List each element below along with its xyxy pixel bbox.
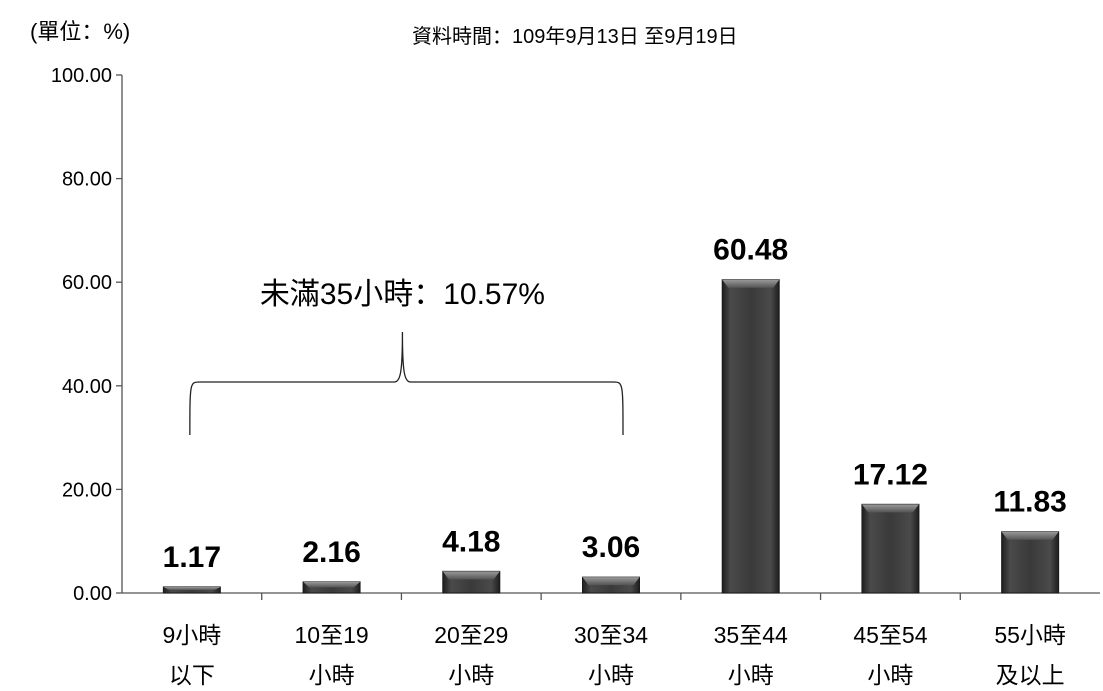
data-label: 3.06 <box>582 531 640 564</box>
bracket <box>189 331 624 436</box>
x-tick-label-line: 20至29 <box>434 622 508 648</box>
y-tick-label: 80.00 <box>62 169 112 191</box>
data-label: 2.16 <box>302 536 360 569</box>
y-tick-label: 40.00 <box>62 376 112 398</box>
y-tick-label: 100.00 <box>51 65 112 87</box>
x-tick-label-line: 小時 <box>728 662 774 688</box>
bar-body <box>721 279 780 594</box>
x-tick-label-line: 以下 <box>169 662 215 688</box>
x-tick-label-line: 小時 <box>588 662 634 688</box>
data-label: 11.83 <box>993 486 1066 519</box>
y-tick-label: 0.00 <box>73 583 112 605</box>
bar-highlight <box>303 581 361 588</box>
annotation-label: 未滿35小時：10.57% <box>260 278 545 311</box>
x-tick-label: 10至19 小時 <box>294 622 368 688</box>
unit-label: (單位：%) <box>30 19 131 44</box>
x-tick-label: 30至34 小時 <box>574 622 648 688</box>
bar <box>721 279 780 594</box>
x-tick-label: 45至54 小時 <box>853 622 927 688</box>
x-tick-label-line: 及以上 <box>996 662 1065 688</box>
x-tick-label-line: 30至34 <box>574 622 648 648</box>
bar-highlight <box>582 577 640 586</box>
bar-highlight <box>442 571 500 580</box>
bar <box>582 576 640 594</box>
bar-highlight <box>722 279 780 288</box>
x-tick-label-line: 小時 <box>448 662 494 688</box>
x-tick-label-line: 45至54 <box>853 622 927 648</box>
bar <box>162 586 221 594</box>
bar <box>861 503 920 594</box>
x-tick-label-line: 35至44 <box>714 622 788 648</box>
bar-highlight <box>1001 531 1059 540</box>
data-period-label: 資料時間：109年9月13日 至9月19日 <box>412 26 738 48</box>
y-tick-label: 60.00 <box>62 272 112 294</box>
data-label: 4.18 <box>442 525 500 558</box>
bar <box>302 581 361 594</box>
bar-body <box>861 503 920 594</box>
x-tick-label-line: 小時 <box>867 662 913 688</box>
x-tick-label-line: 10至19 <box>294 622 368 648</box>
bar-body <box>1001 531 1060 594</box>
data-label: 60.48 <box>713 234 788 267</box>
x-tick-label: 35至44 小時 <box>714 622 788 688</box>
x-tick-label-line: 55小時 <box>994 622 1066 648</box>
data-label: 17.12 <box>853 458 928 491</box>
data-label: 1.17 <box>163 541 221 574</box>
x-tick-label-line: 9小時 <box>162 622 221 648</box>
y-tick-label: 20.00 <box>62 479 112 501</box>
x-tick-label: 20至29 小時 <box>434 622 508 688</box>
bar-highlight <box>163 586 221 590</box>
bar <box>442 570 501 594</box>
bar-highlight <box>861 504 919 513</box>
x-tick-label-line: 小時 <box>309 662 355 688</box>
bar <box>1001 531 1060 594</box>
